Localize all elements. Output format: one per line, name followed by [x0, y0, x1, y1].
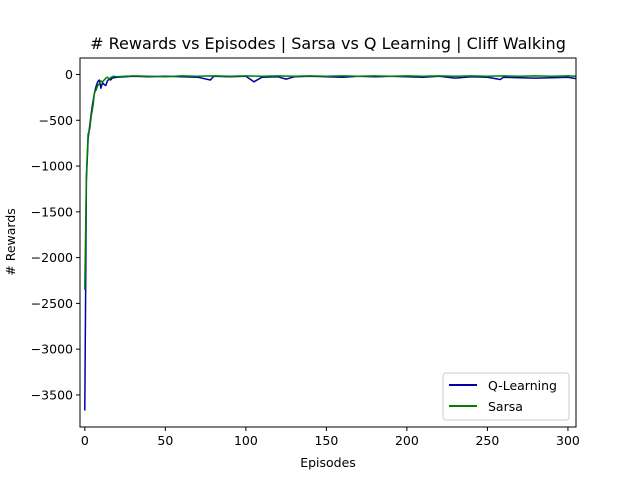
legend-label-sarsa: Sarsa [488, 399, 523, 414]
x-tick-label: 50 [157, 433, 173, 448]
y-tick-label: −500 [39, 113, 73, 128]
plot-background [80, 58, 576, 427]
series-layer [84, 75, 577, 411]
series-line-q-learning [84, 75, 577, 411]
y-tick-label: −2000 [31, 250, 73, 265]
series-line-sarsa [84, 75, 577, 290]
x-tick-label: 0 [81, 433, 89, 448]
y-axis: 0 −500 −1000 −1500 −2000 −2500 −3000 −3500 [31, 67, 80, 402]
x-tick-label: 250 [475, 433, 499, 448]
x-tick-label: 100 [234, 433, 258, 448]
chart-title: # Rewards vs Episodes | Sarsa vs Q Learn… [90, 34, 566, 53]
y-tick-label: 0 [65, 67, 73, 82]
legend-label-q-learning: Q-Learning [488, 378, 557, 393]
x-tick-label: 150 [314, 433, 338, 448]
y-axis-title: # Rewards [3, 208, 18, 276]
x-tick-label: 200 [395, 433, 419, 448]
y-tick-label: −3000 [31, 342, 73, 357]
x-axis-title: Episodes [300, 455, 356, 470]
y-tick-label: −1500 [31, 204, 73, 219]
plot-area [79, 57, 577, 428]
y-tick-label: −3500 [31, 387, 73, 402]
plot-frame [79, 57, 577, 428]
y-tick-label: −1000 [31, 159, 73, 174]
legend: Q-Learning Sarsa [442, 372, 570, 421]
x-axis: 0 50 100 150 200 250 300 [81, 427, 580, 448]
y-tick-label: −2500 [31, 296, 73, 311]
x-tick-label: 300 [556, 433, 580, 448]
